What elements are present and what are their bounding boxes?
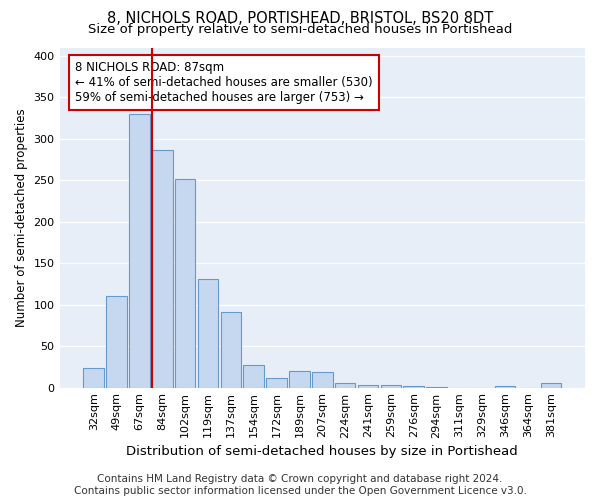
Bar: [380, 385, 401, 388]
Bar: [426, 386, 447, 388]
Bar: [403, 386, 424, 388]
Text: Contains HM Land Registry data © Crown copyright and database right 2024.
Contai: Contains HM Land Registry data © Crown c…: [74, 474, 526, 496]
Text: 8 NICHOLS ROAD: 87sqm
← 41% of semi-detached houses are smaller (530)
59% of sem: 8 NICHOLS ROAD: 87sqm ← 41% of semi-deta…: [76, 61, 373, 104]
Bar: [221, 312, 241, 388]
Text: 8, NICHOLS ROAD, PORTISHEAD, BRISTOL, BS20 8DT: 8, NICHOLS ROAD, PORTISHEAD, BRISTOL, BS…: [107, 11, 493, 26]
Bar: [495, 386, 515, 388]
Bar: [312, 372, 332, 388]
Y-axis label: Number of semi-detached properties: Number of semi-detached properties: [15, 108, 28, 327]
X-axis label: Distribution of semi-detached houses by size in Portishead: Distribution of semi-detached houses by …: [127, 444, 518, 458]
Bar: [83, 368, 104, 388]
Bar: [198, 279, 218, 388]
Bar: [266, 378, 287, 388]
Bar: [175, 178, 196, 388]
Bar: [244, 365, 264, 388]
Bar: [129, 114, 150, 388]
Bar: [358, 385, 378, 388]
Bar: [152, 150, 173, 388]
Bar: [541, 384, 561, 388]
Bar: [289, 371, 310, 388]
Text: Size of property relative to semi-detached houses in Portishead: Size of property relative to semi-detach…: [88, 22, 512, 36]
Bar: [106, 296, 127, 388]
Bar: [335, 384, 355, 388]
